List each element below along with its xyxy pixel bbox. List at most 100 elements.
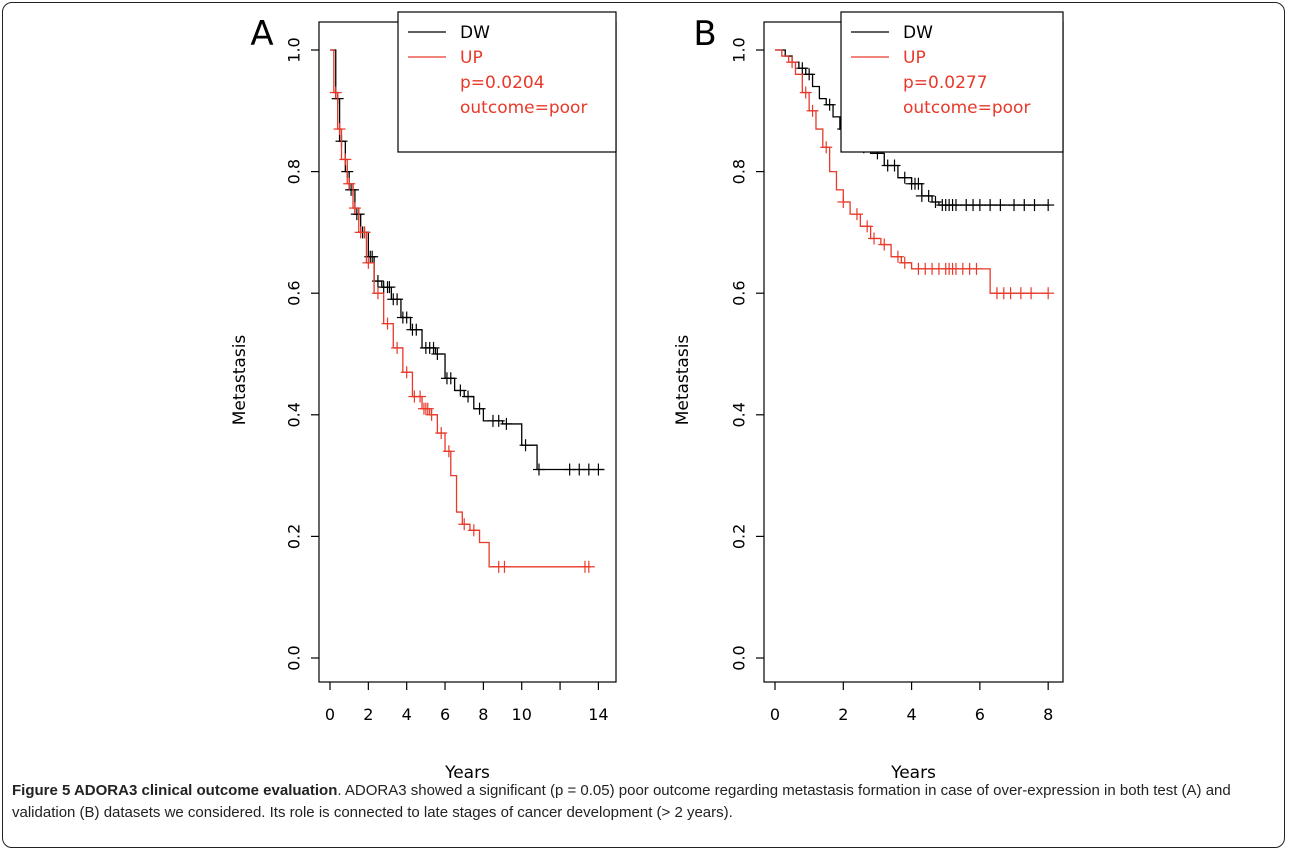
censor-mark-dw — [898, 171, 911, 184]
censor-mark-up — [442, 445, 455, 458]
censor-mark-up — [435, 427, 448, 440]
censor-mark-dw — [366, 250, 379, 263]
censor-mark-up — [358, 226, 371, 239]
censor-mark-up — [898, 256, 911, 269]
y-tick-label: 0.8 — [285, 159, 304, 184]
censor-mark-dw — [427, 341, 440, 354]
y-tick-label: 0.2 — [285, 524, 304, 549]
censor-mark-dw — [912, 177, 925, 190]
censor-mark-dw — [592, 463, 605, 476]
x-axis-label: Years — [890, 763, 936, 780]
censor-mark-dw — [400, 311, 413, 324]
legend-box — [397, 11, 617, 153]
censor-mark-dw — [431, 348, 444, 360]
censor-mark-dw — [519, 439, 532, 452]
legend-entry: UP — [460, 48, 483, 68]
panel-b: 0.0 0.2 0.4 0.6 0.8 1.0 0 2 4 6 8 Years Metastasis B D… — [673, 11, 1064, 780]
legend-entry: outcome=poor — [903, 98, 1030, 118]
censor-mark-up — [343, 177, 356, 190]
censor-mark-up — [362, 256, 375, 269]
censor-mark-dw — [949, 199, 962, 212]
caption-text: . ADORA3 showed a significant (p = 0.05)… — [12, 782, 1231, 821]
censor-mark-up — [498, 560, 511, 573]
y-tick-label: 0.6 — [285, 280, 304, 305]
censor-mark-dw — [492, 414, 505, 427]
legend-entry: UP — [903, 48, 926, 68]
y-tick-label: 0.6 — [730, 280, 749, 305]
censor-mark-up — [878, 238, 891, 251]
censor-mark-up — [837, 196, 850, 208]
censor-mark-dw — [803, 68, 816, 81]
censor-mark-up — [339, 153, 352, 166]
censor-mark-up — [421, 402, 434, 415]
x-tick-label: 14 — [588, 705, 608, 724]
censor-mark-dw — [383, 281, 396, 294]
legend: DW UP p=0.0277 outcome=poor — [840, 11, 1064, 153]
legend-entry: DW — [903, 23, 933, 43]
x-tick-label: 10 — [512, 705, 532, 724]
censor-mark-dw — [444, 372, 457, 385]
y-tick-label: 0.4 — [285, 402, 304, 427]
censor-mark-up — [414, 390, 427, 403]
panel-a: 0.0 0.2 0.4 0.6 0.8 1.0 0 2 4 6 8 10 14 Years Metastas… — [230, 11, 617, 780]
censor-mark-dw — [922, 189, 935, 202]
y-tick-label: 1.0 — [285, 37, 304, 62]
panel-letter: B — [693, 14, 716, 54]
censor-mark-up — [1042, 287, 1055, 300]
y-tick-label: 0.0 — [730, 645, 749, 670]
censor-mark-up — [861, 220, 874, 233]
y-axis-label: Metastasis — [673, 335, 693, 426]
censor-mark-up — [850, 208, 863, 221]
y-tick-label: 1.0 — [730, 37, 749, 62]
censor-mark-dw — [462, 390, 475, 403]
y-tick-label: 0.2 — [730, 524, 749, 549]
censor-mark-dw — [500, 417, 513, 430]
censor-mark-up — [1004, 287, 1017, 300]
panel-letter: A — [250, 14, 273, 54]
censor-mark-up — [891, 250, 904, 263]
censor-mark-dw — [1018, 199, 1031, 212]
x-tick-label: 8 — [478, 705, 488, 724]
x-tick-label: 6 — [975, 705, 985, 724]
censor-mark-up — [458, 518, 471, 531]
figure-caption: Figure 5 ADORA3 clinical outcome evaluat… — [12, 780, 1280, 824]
caption-title: ADORA3 clinical outcome evaluation — [73, 782, 338, 799]
x-tick-label: 6 — [440, 705, 450, 724]
censor-mark-up — [582, 560, 595, 573]
censor-mark-dw — [984, 199, 997, 212]
legend-box — [840, 11, 1064, 153]
censor-mark-dw — [1028, 199, 1041, 212]
censor-mark-up — [820, 141, 833, 154]
legend-entry: p=0.0277 — [903, 73, 988, 93]
censor-mark-dw — [1008, 199, 1021, 212]
censor-mark-dw — [823, 98, 836, 111]
legend: DW UP p=0.0204 outcome=poor — [397, 11, 617, 153]
censor-mark-dw — [929, 196, 942, 208]
censor-mark-up — [1025, 287, 1038, 300]
censor-mark-dw — [888, 159, 901, 172]
censor-mark-dw — [1042, 199, 1055, 212]
censor-mark-dw — [994, 199, 1007, 212]
censor-mark-up — [333, 123, 346, 136]
censor-mark-up — [806, 104, 819, 117]
y-tick-label: 0.0 — [285, 645, 304, 670]
censor-mark-up — [425, 408, 438, 421]
x-tick-label: 8 — [1043, 705, 1053, 724]
legend-entry: p=0.0204 — [460, 73, 545, 93]
figure-plots: 0.0 0.2 0.4 0.6 0.8 1.0 0 2 4 6 8 10 14 Years Metastas… — [230, 11, 1064, 780]
legend-entry: outcome=poor — [460, 98, 587, 118]
censor-mark-dw — [391, 293, 404, 306]
censor-mark-up — [391, 341, 404, 354]
censor-mark-up — [1014, 287, 1027, 300]
x-tick-label: 2 — [838, 705, 848, 724]
censor-mark-up — [329, 86, 342, 99]
censor-mark-up — [348, 202, 361, 215]
censor-mark-dw — [532, 463, 545, 476]
x-tick-label: 4 — [906, 705, 916, 724]
censor-mark-up — [381, 317, 394, 330]
x-tick-label: 4 — [402, 705, 412, 724]
censor-mark-up — [467, 524, 480, 537]
censor-mark-dw — [473, 402, 486, 415]
censor-mark-up — [970, 262, 983, 275]
